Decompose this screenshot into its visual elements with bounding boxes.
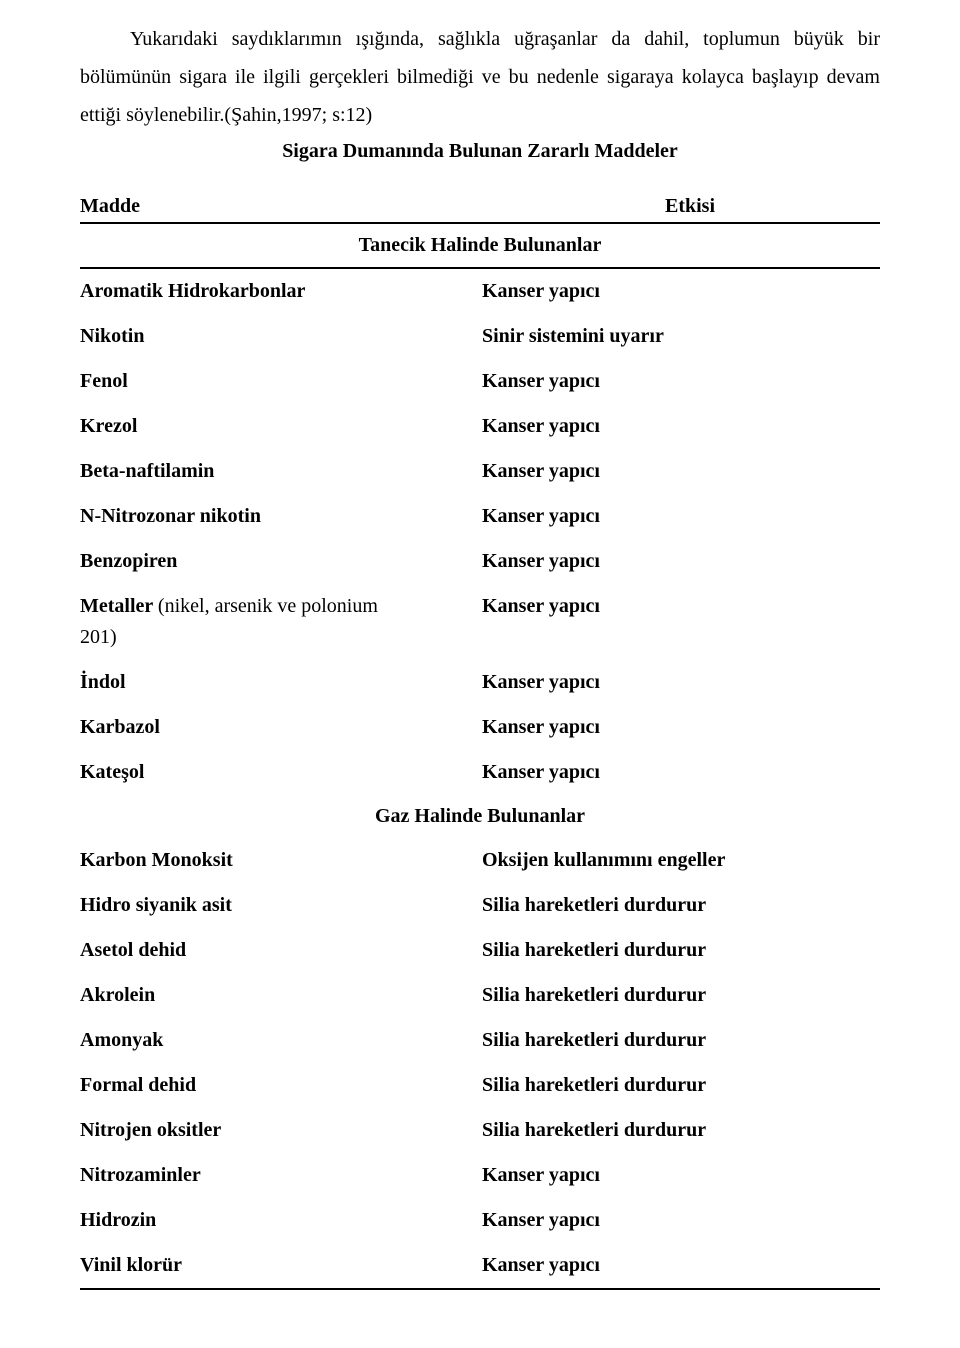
- cell-madde: Krezol: [80, 404, 480, 449]
- cell-etkisi: Kanser yapıcı: [480, 660, 880, 705]
- cell-madde: Asetol dehid: [80, 928, 480, 973]
- header-madde: Madde: [80, 191, 480, 223]
- cell-madde: Akrolein: [80, 973, 480, 1018]
- table-row: Metaller (nikel, arsenik ve polonium201)…: [80, 584, 880, 660]
- section-heading-text: Gaz Halinde Bulunanlar: [80, 795, 880, 838]
- cell-madde: Karbon Monoksit: [80, 838, 480, 883]
- cell-etkisi: Kanser yapıcı: [480, 1243, 880, 1289]
- cell-etkisi: Silia hareketleri durdurur: [480, 883, 880, 928]
- cell-madde: Aromatik Hidrokarbonlar: [80, 268, 480, 314]
- table-row: Beta-naftilaminKanser yapıcı: [80, 449, 880, 494]
- cell-etkisi: Silia hareketleri durdurur: [480, 1108, 880, 1153]
- header-etkisi: Etkisi: [480, 191, 880, 223]
- header-etkisi-text: Etkisi: [500, 195, 880, 218]
- cell-madde: Nikotin: [80, 314, 480, 359]
- cell-etkisi: Silia hareketleri durdurur: [480, 1063, 880, 1108]
- table-row: Aromatik HidrokarbonlarKanser yapıcı: [80, 268, 880, 314]
- cell-etkisi: Silia hareketleri durdurur: [480, 973, 880, 1018]
- table-row: Formal dehidSilia hareketleri durdurur: [80, 1063, 880, 1108]
- document-page: Yukarıdaki saydıklarımın ışığında, sağlı…: [0, 0, 960, 1348]
- cell-etkisi: Kanser yapıcı: [480, 539, 880, 584]
- intro-paragraph: Yukarıdaki saydıklarımın ışığında, sağlı…: [80, 20, 880, 134]
- table-row: Nitrojen oksitlerSilia hareketleri durdu…: [80, 1108, 880, 1153]
- cell-etkisi: Kanser yapıcı: [480, 494, 880, 539]
- table-row: KarbazolKanser yapıcı: [80, 705, 880, 750]
- cell-etkisi: Kanser yapıcı: [480, 1198, 880, 1243]
- table-row: NitrozaminlerKanser yapıcı: [80, 1153, 880, 1198]
- substances-table: Madde Etkisi Tanecik Halinde BulunanlarA…: [80, 191, 880, 1290]
- cell-madde: Kateşol: [80, 750, 480, 795]
- table-row: NikotinSinir sistemini uyarır: [80, 314, 880, 359]
- cell-etkisi: Kanser yapıcı: [480, 449, 880, 494]
- table-row: İndolKanser yapıcı: [80, 660, 880, 705]
- table-row: AkroleinSilia hareketleri durdurur: [80, 973, 880, 1018]
- cell-madde: Karbazol: [80, 705, 480, 750]
- table-row: Hidro siyanik asitSilia hareketleri durd…: [80, 883, 880, 928]
- cell-etkisi: Sinir sistemini uyarır: [480, 314, 880, 359]
- table-row: HidrozinKanser yapıcı: [80, 1198, 880, 1243]
- table-row: KateşolKanser yapıcı: [80, 750, 880, 795]
- cell-madde: İndol: [80, 660, 480, 705]
- cell-madde: Benzopiren: [80, 539, 480, 584]
- cell-etkisi: Kanser yapıcı: [480, 1153, 880, 1198]
- cell-madde: Nitrozaminler: [80, 1153, 480, 1198]
- table-row: AmonyakSilia hareketleri durdurur: [80, 1018, 880, 1063]
- cell-etkisi: Kanser yapıcı: [480, 584, 880, 660]
- cell-etkisi: Silia hareketleri durdurur: [480, 928, 880, 973]
- table-row: KrezolKanser yapıcı: [80, 404, 880, 449]
- table-row: BenzopirenKanser yapıcı: [80, 539, 880, 584]
- section-heading-text: Tanecik Halinde Bulunanlar: [80, 223, 880, 268]
- table-row: Karbon MonoksitOksijen kullanımını engel…: [80, 838, 880, 883]
- cell-madde: Metaller (nikel, arsenik ve polonium201): [80, 584, 480, 660]
- cell-etkisi: Kanser yapıcı: [480, 705, 880, 750]
- cell-etkisi: Silia hareketleri durdurur: [480, 1018, 880, 1063]
- table-section-heading: Gaz Halinde Bulunanlar: [80, 795, 880, 838]
- cell-madde: Nitrojen oksitler: [80, 1108, 480, 1153]
- cell-madde: N-Nitrozonar nikotin: [80, 494, 480, 539]
- cell-etkisi: Kanser yapıcı: [480, 268, 880, 314]
- cell-etkisi: Oksijen kullanımını engeller: [480, 838, 880, 883]
- table-row: N-Nitrozonar nikotinKanser yapıcı: [80, 494, 880, 539]
- table-section-heading: Tanecik Halinde Bulunanlar: [80, 223, 880, 268]
- cell-etkisi: Kanser yapıcı: [480, 359, 880, 404]
- table-header-row: Madde Etkisi: [80, 191, 880, 223]
- cell-madde: Formal dehid: [80, 1063, 480, 1108]
- table-row: FenolKanser yapıcı: [80, 359, 880, 404]
- cell-etkisi: Kanser yapıcı: [480, 750, 880, 795]
- table-row: Vinil klorürKanser yapıcı: [80, 1243, 880, 1289]
- table-title: Sigara Dumanında Bulunan Zararlı Maddele…: [80, 140, 880, 163]
- cell-madde: Fenol: [80, 359, 480, 404]
- table-row: Asetol dehidSilia hareketleri durdurur: [80, 928, 880, 973]
- cell-madde: Vinil klorür: [80, 1243, 480, 1289]
- table-body: Tanecik Halinde BulunanlarAromatik Hidro…: [80, 223, 880, 1289]
- cell-madde: Hidrozin: [80, 1198, 480, 1243]
- cell-etkisi: Kanser yapıcı: [480, 404, 880, 449]
- cell-madde: Beta-naftilamin: [80, 449, 480, 494]
- cell-madde: Hidro siyanik asit: [80, 883, 480, 928]
- cell-madde: Amonyak: [80, 1018, 480, 1063]
